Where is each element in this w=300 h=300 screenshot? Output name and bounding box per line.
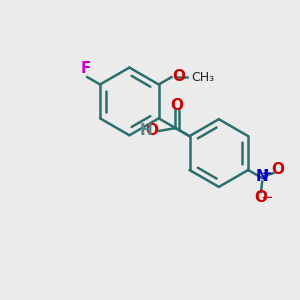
Text: O: O	[170, 98, 184, 112]
Text: +: +	[262, 167, 272, 180]
Text: N: N	[256, 169, 268, 184]
Text: F: F	[81, 61, 91, 76]
Text: H: H	[139, 124, 152, 139]
Text: O: O	[272, 162, 285, 177]
Text: −: −	[260, 190, 273, 205]
Text: O: O	[145, 124, 158, 139]
Text: O: O	[254, 190, 268, 205]
Text: CH₃: CH₃	[191, 70, 214, 84]
Text: O: O	[172, 69, 186, 84]
